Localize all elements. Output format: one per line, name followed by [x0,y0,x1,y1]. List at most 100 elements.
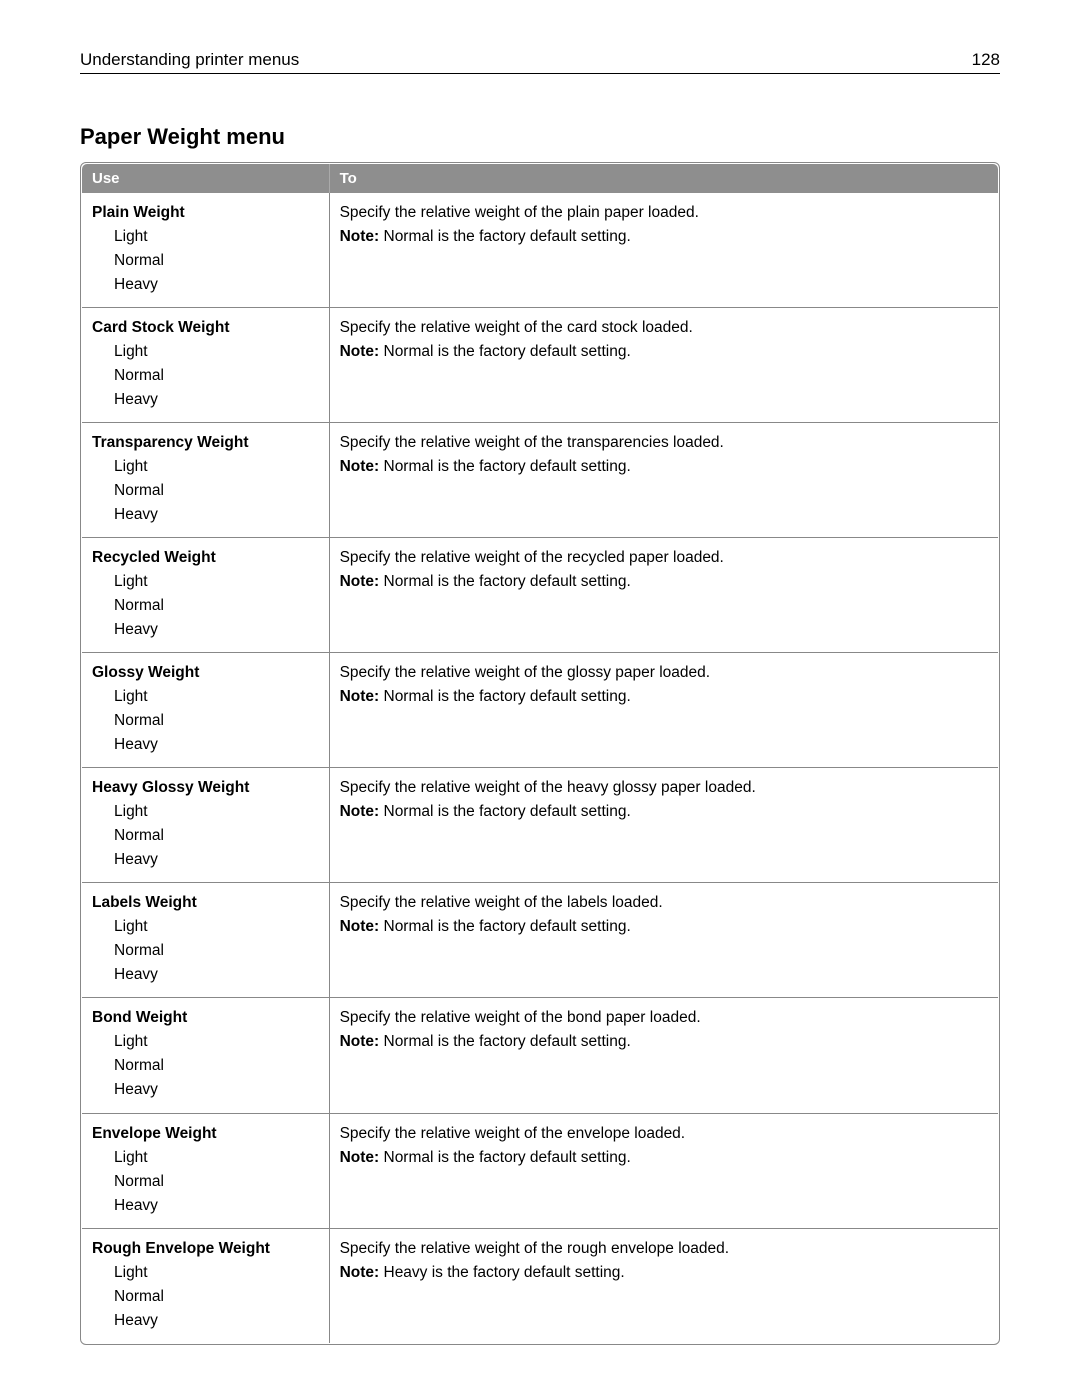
col-header-use: Use [82,164,330,194]
note-label: Note: [340,1264,380,1281]
table-row: Rough Envelope WeightLightNormalHeavy Spe… [82,1228,999,1343]
menu-option: Heavy [114,1309,319,1333]
use-cell: Envelope WeightLightNormalHeavy [82,1113,330,1228]
menu-item-name: Card Stock Weight [92,316,319,340]
menu-options: LightNormalHeavy [92,1261,319,1333]
menu-option: Normal [114,1170,319,1194]
menu-option: Heavy [114,963,319,987]
section-title: Paper Weight menu [80,124,1000,150]
use-cell: Plain WeightLightNormalHeavy [82,193,330,308]
menu-option: Heavy [114,388,319,412]
menu-option: Normal [114,364,319,388]
use-cell: Heavy Glossy WeightLightNormalHeavy [82,768,330,883]
menu-option: Light [114,1261,319,1285]
table-row: Bond WeightLightNormalHeavy Specify the r… [82,998,999,1113]
table-row: Card Stock WeightLightNormalHeavy Specify… [82,308,999,423]
menu-option: Light [114,1030,319,1054]
menu-option: Normal [114,1054,319,1078]
menu-options: LightNormalHeavy [92,570,319,642]
menu-option: Heavy [114,848,319,872]
menu-options: LightNormalHeavy [92,685,319,757]
menu-option: Light [114,685,319,709]
menu-option: Light [114,455,319,479]
menu-option: Heavy [114,273,319,297]
to-cell: Specify the relative weight of the plain… [329,193,998,308]
note-text: Normal is the factory default setting. [379,573,631,590]
menu-description: Specify the relative weight of the plain… [340,201,988,225]
menu-item-name: Heavy Glossy Weight [92,776,319,800]
to-cell: Specify the relative weight of the rough… [329,1228,998,1343]
menu-note-line: Note: Normal is the factory default sett… [340,455,988,479]
menu-description: Specify the relative weight of the bond … [340,1006,988,1030]
menu-item-name: Bond Weight [92,1006,319,1030]
menu-option: Light [114,1146,319,1170]
table-row: Envelope WeightLightNormalHeavySpecify t… [82,1113,999,1228]
menu-option: Heavy [114,503,319,527]
note-text: Normal is the factory default setting. [379,228,631,245]
table-row: Labels WeightLightNormalHeavy Specify the… [82,883,999,998]
menu-table-wrapper: Use To Plain WeightLightNormalHeavySpeci… [80,162,1000,1345]
menu-options: LightNormalHeavy [92,800,319,872]
menu-description: Specify the relative weight of the label… [340,891,988,915]
to-cell: Specify the relative weight of the label… [329,883,998,998]
page-header: Understanding printer menus 128 [80,50,1000,74]
menu-option: Normal [114,939,319,963]
menu-option: Heavy [114,1078,319,1102]
note-text: Normal is the factory default setting. [379,918,631,935]
menu-description: Specify the relative weight of the rough… [340,1237,988,1261]
menu-note-line: Note: Normal is the factory default sett… [340,570,988,594]
menu-description: Specify the relative weight of the card … [340,316,988,340]
menu-item-name: Plain Weight [92,201,319,225]
table-header-row: Use To [82,164,999,194]
to-cell: Specify the relative weight of the trans… [329,423,998,538]
note-label: Note: [340,458,380,475]
menu-description: Specify the relative weight of the gloss… [340,661,988,685]
note-text: Heavy is the factory default setting. [379,1264,625,1281]
use-cell: Card Stock WeightLightNormalHeavy [82,308,330,423]
menu-item-name: Recycled Weight [92,546,319,570]
menu-options: LightNormalHeavy [92,1146,319,1218]
col-header-to: To [329,164,998,194]
to-cell: Specify the relative weight of the recyc… [329,538,998,653]
menu-option: Normal [114,249,319,273]
menu-note-line: Note: Normal is the factory default sett… [340,340,988,364]
note-text: Normal is the factory default setting. [379,1033,631,1050]
note-label: Note: [340,343,380,360]
note-label: Note: [340,1033,380,1050]
menu-note-line: Note: Normal is the factory default sett… [340,1146,988,1170]
note-text: Normal is the factory default setting. [379,688,631,705]
note-text: Normal is the factory default setting. [379,343,631,360]
menu-option: Light [114,800,319,824]
menu-option: Heavy [114,733,319,757]
use-cell: Labels WeightLightNormalHeavy [82,883,330,998]
menu-option: Heavy [114,1194,319,1218]
note-label: Note: [340,688,380,705]
table-row: Heavy Glossy WeightLightNormalHeavySpeci… [82,768,999,883]
menu-option: Light [114,570,319,594]
menu-options: LightNormalHeavy [92,1030,319,1102]
note-label: Note: [340,573,380,590]
table-row: Recycled WeightLightNormalHeavySpecify t… [82,538,999,653]
menu-option: Normal [114,1285,319,1309]
menu-item-name: Rough Envelope Weight [92,1237,319,1261]
menu-options: LightNormalHeavy [92,915,319,987]
use-cell: Glossy WeightLightNormalHeavy [82,653,330,768]
menu-option: Light [114,340,319,364]
menu-option: Heavy [114,618,319,642]
menu-note-line: Note: Normal is the factory default sett… [340,1030,988,1054]
note-label: Note: [340,1149,380,1166]
menu-item-name: Labels Weight [92,891,319,915]
menu-note-line: Note: Normal is the factory default sett… [340,800,988,824]
menu-item-name: Envelope Weight [92,1122,319,1146]
menu-option: Normal [114,479,319,503]
menu-options: LightNormalHeavy [92,340,319,412]
header-title: Understanding printer menus [80,50,299,70]
page-number: 128 [972,50,1000,70]
menu-options: LightNormalHeavy [92,225,319,297]
to-cell: Specify the relative weight of the heavy… [329,768,998,883]
note-label: Note: [340,918,380,935]
menu-table: Use To Plain WeightLightNormalHeavySpeci… [81,163,999,1344]
menu-option: Normal [114,824,319,848]
use-cell: Recycled WeightLightNormalHeavy [82,538,330,653]
use-cell: Transparency WeightLightNormalHeavy [82,423,330,538]
